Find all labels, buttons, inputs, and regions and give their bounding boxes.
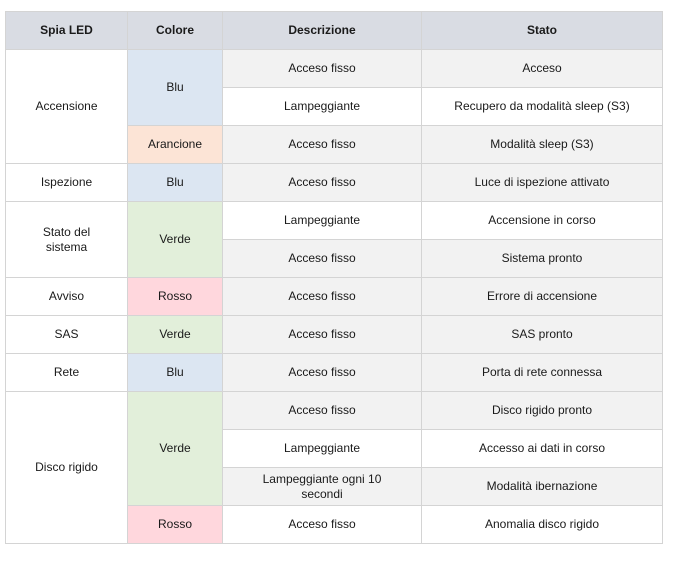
led-color: Verde xyxy=(127,201,223,278)
status: Accesso ai dati in corso xyxy=(421,429,663,468)
led-color: Verde xyxy=(127,391,223,506)
status: SAS pronto xyxy=(421,315,663,354)
description: Acceso fisso xyxy=(222,239,422,278)
led-name: Ispezione xyxy=(5,163,128,202)
table-row: Lampeggiante ogni 10 secondi Modalità ibe… xyxy=(6,467,663,506)
led-name: Rete xyxy=(5,353,128,392)
header-cell: Descrizione xyxy=(222,11,422,50)
table-row: Acceso fisso Sistema pronto xyxy=(6,239,663,278)
description: Lampeggiante ogni 10 secondi xyxy=(222,467,422,506)
table-row: Ispezione Blu Acceso fisso Luce di ispezion… xyxy=(5,163,663,202)
description: Acceso fisso xyxy=(222,277,422,316)
led-color: Blu xyxy=(127,163,223,202)
led-name: Stato del sistema xyxy=(5,201,128,278)
description: Acceso fisso xyxy=(222,163,422,202)
led-name: SAS xyxy=(5,315,128,354)
led-color: Arancione xyxy=(127,125,223,164)
table-row: Avviso Rosso Acceso fisso Errore di accensi… xyxy=(5,277,663,316)
status: Recupero da modalità sleep (S3) xyxy=(421,87,663,126)
description: Lampeggiante xyxy=(222,429,422,468)
table-row: Lampeggiante Accesso ai dati in corso xyxy=(6,429,663,468)
led-color: Rosso xyxy=(127,277,223,316)
led-color: Blu xyxy=(127,353,223,392)
led-table: Spia LED Colore Descrizione Stato Accens… xyxy=(5,11,663,544)
table-row: Rosso Acceso fisso Anomalia disco rigido xyxy=(6,505,663,544)
description: Acceso fisso xyxy=(222,391,422,430)
table-body: Accensione Blu Acceso fisso Acceso Lampeggia… xyxy=(5,49,663,544)
table-row: SAS Verde Acceso fisso SAS pronto xyxy=(5,315,663,354)
description: Acceso fisso xyxy=(222,505,422,544)
header-row: Spia LED Colore Descrizione Stato xyxy=(5,11,663,50)
table-row: Accensione Blu Acceso fisso Acceso xyxy=(5,49,663,164)
status: Acceso xyxy=(421,49,663,88)
led-name: Disco rigido xyxy=(5,391,128,544)
table-row: Lampeggiante Recupero da modalità sleep (… xyxy=(6,87,663,126)
header-cell: Spia LED xyxy=(5,11,128,50)
status: Accensione in corso xyxy=(421,201,663,240)
status: Luce di ispezione attivato xyxy=(421,163,663,202)
led-color: Blu xyxy=(127,49,223,126)
table-row: Rete Blu Acceso fisso Porta di rete conness… xyxy=(5,353,663,392)
status: Errore di accensione xyxy=(421,277,663,316)
table-row: Disco rigido Verde Acceso fisso Disco rigid… xyxy=(5,391,663,544)
status: Modalità sleep (S3) xyxy=(421,125,663,164)
description: Acceso fisso xyxy=(222,125,422,164)
description: Acceso fisso xyxy=(222,315,422,354)
status: Disco rigido pronto xyxy=(421,391,663,430)
status: Anomalia disco rigido xyxy=(421,505,663,544)
description: Lampeggiante xyxy=(222,87,422,126)
description: Lampeggiante xyxy=(222,201,422,240)
led-color: Rosso xyxy=(127,505,223,544)
led-color: Verde xyxy=(127,315,223,354)
led-name: Accensione xyxy=(5,49,128,164)
description: Acceso fisso xyxy=(222,49,422,88)
description: Acceso fisso xyxy=(222,353,422,392)
status: Porta di rete connessa xyxy=(421,353,663,392)
table-row: Arancione Acceso fisso Modalità sleep (S3) xyxy=(6,125,663,164)
status: Modalità ibernazione xyxy=(421,467,663,506)
table-row: Stato del sistema Verde Lampeggiante Accens… xyxy=(5,201,663,278)
header-cell: Stato xyxy=(421,11,663,50)
led-name: Avviso xyxy=(5,277,128,316)
status: Sistema pronto xyxy=(421,239,663,278)
header-cell: Colore xyxy=(127,11,223,50)
